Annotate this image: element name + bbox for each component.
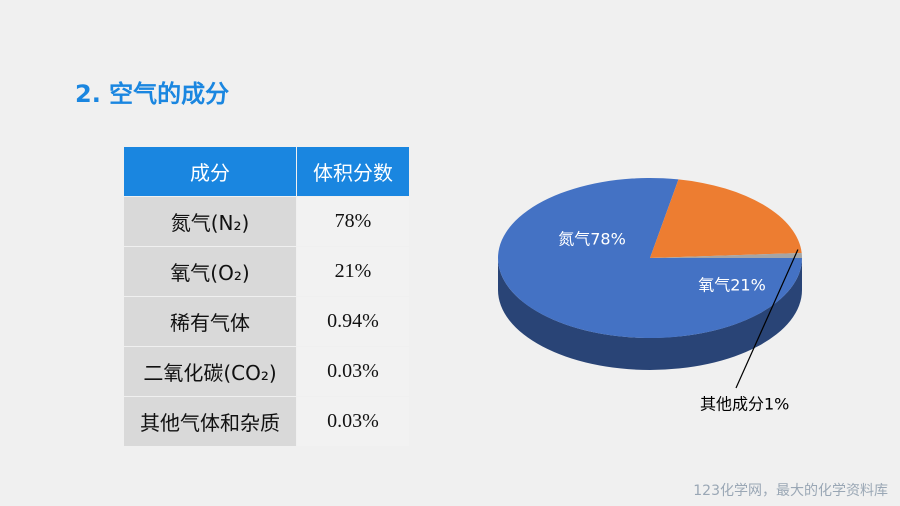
table-cell: 0.03% — [296, 396, 410, 447]
table-row: 其他气体和杂质 0.03% — [123, 396, 410, 447]
data-label: 氧气21% — [698, 276, 766, 295]
column-header: 体积分数 — [296, 146, 410, 197]
table-cell: 0.94% — [296, 296, 410, 347]
data-label: 氮气78% — [558, 230, 626, 249]
pie-side — [498, 258, 802, 370]
header-row: 成分 体积分数 — [123, 146, 410, 197]
column-header: 成分 — [123, 146, 297, 197]
table-row: 二氧化碳(CO₂) 0.03% — [123, 346, 410, 397]
data-label: 其他成分1% — [700, 395, 789, 414]
leader-line — [735, 249, 799, 389]
table-cell: 二氧化碳(CO₂) — [123, 346, 297, 397]
slide-title: 2. 空气的成分 — [75, 80, 230, 108]
table-cell: 稀有气体 — [123, 296, 297, 347]
composition-table: 成分 体积分数 氮气(N₂) 78% 氧气(O₂) 21% 稀有气体 0.94% 二氧化碳(CO… — [123, 146, 410, 447]
pie-slice — [650, 252, 802, 258]
table-cell: 其他气体和杂质 — [123, 396, 297, 447]
table-row: 稀有气体 0.94% — [123, 296, 410, 347]
footer: 123化学网，最大的化学资料库 — [693, 483, 888, 499]
pie-slice — [650, 179, 802, 258]
table-cell: 21% — [296, 246, 410, 297]
table-cell: 氮气(N₂) — [123, 196, 297, 247]
table-cell: 0.03% — [296, 346, 410, 397]
